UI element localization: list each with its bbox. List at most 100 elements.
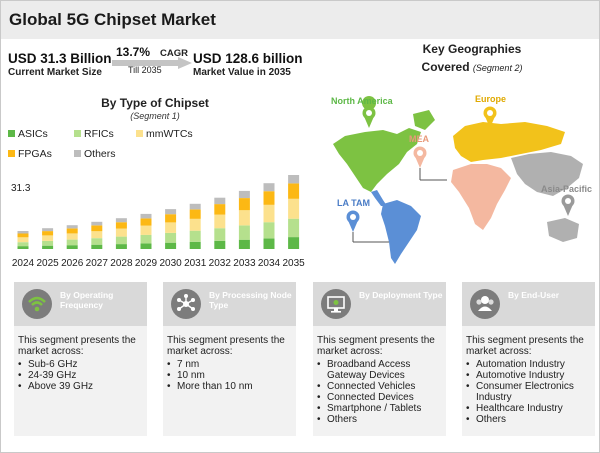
- bar-segment-rfics: [214, 228, 226, 241]
- card-list: Sub-6 GHz24-39 GHzAbove 39 GHz: [18, 359, 146, 392]
- card-header: By Deployment Type: [313, 282, 446, 326]
- bar-segment-asics: [288, 237, 300, 249]
- list-item: Above 39 GHz: [18, 381, 146, 392]
- card-header: By Operating Frequency: [14, 282, 147, 326]
- bar-segment-fpgas: [66, 228, 78, 234]
- card-title: By Deployment Type: [359, 290, 443, 300]
- legend-label: FPGAs: [18, 148, 52, 160]
- bar-segment-rfics: [165, 232, 177, 243]
- list-item: Consumer Electronics Industry: [466, 381, 594, 403]
- bar-segment-rfics: [91, 238, 103, 245]
- europe-label: Europe: [475, 94, 506, 104]
- card-title: By End-User: [508, 290, 560, 300]
- bar-segment-fpgas: [115, 222, 127, 229]
- chart-subtitle: (Segment 1): [130, 111, 180, 121]
- x-tick-label: 2033: [233, 258, 256, 269]
- bar-segment-rfics: [17, 242, 29, 247]
- geographies-title-line2: Covered: [421, 60, 470, 74]
- segment-card-end-user: By End-User This segment presents the ma…: [462, 282, 595, 436]
- stacked-bar-chart: 2024 2025 2026 2027 2028 2029 2030 2031 2032 2033…: [12, 175, 305, 269]
- legend-label: ASICs: [18, 128, 48, 140]
- world-map: North America Europe MEA LA TAM Asia-Pac…: [331, 94, 592, 264]
- bar-segment-rfics: [66, 239, 78, 246]
- bar-segment-asics: [214, 240, 226, 249]
- x-tick-label: 2026: [61, 258, 84, 269]
- bar-segment-rfics: [189, 230, 201, 242]
- bar-segment-fpgas: [238, 198, 250, 211]
- x-tick-label: 2031: [184, 258, 207, 269]
- cagr-period: Till 2035: [128, 65, 162, 75]
- card-header: By Processing Node Type: [163, 282, 296, 326]
- bar-segment-rfics: [115, 236, 127, 245]
- legend-label: Others: [84, 148, 116, 160]
- list-item: Healthcare Industry: [466, 403, 594, 414]
- bar-segment-others: [263, 183, 275, 192]
- card-header: By End-User: [462, 282, 595, 326]
- bar-segment-fpgas: [189, 209, 201, 219]
- x-tick-label: 2025: [36, 258, 59, 269]
- bar-segment-mmwtcs: [288, 198, 300, 219]
- current-market-size-label: Current Market Size: [8, 67, 102, 78]
- bar-segment-asics: [189, 241, 201, 249]
- legend-item: Others: [74, 148, 116, 160]
- legend-item: mmWTCs: [136, 128, 193, 140]
- bar-segment-mmwtcs: [214, 214, 226, 229]
- bar-segment-asics: [66, 245, 78, 249]
- list-item: 10 nm: [167, 370, 295, 381]
- x-tick-label: 2035: [282, 258, 305, 269]
- segment-card-frequency: By Operating Frequency This segment pres…: [14, 282, 147, 436]
- bar-segment-mmwtcs: [66, 233, 78, 240]
- bar-segment-others: [214, 197, 226, 205]
- bar-segment-others: [42, 228, 54, 232]
- legend-swatch: [136, 130, 143, 137]
- bar-segment-others: [66, 225, 78, 229]
- deployment-monitor-icon: [321, 289, 351, 319]
- cagr-arrow-icon: [112, 57, 192, 69]
- legend-swatch: [74, 130, 81, 137]
- bar-segment-mmwtcs: [189, 218, 201, 231]
- network-nodes-icon: [171, 289, 201, 319]
- list-item: Automotive Industry: [466, 370, 594, 381]
- bar-segment-rfics: [263, 222, 275, 239]
- card-list: Broadband Access Gateway DevicesConnecte…: [317, 359, 445, 425]
- asia-pacific-label: Asia-Pacific: [541, 184, 592, 194]
- card-intro: This segment presents the market across:: [18, 335, 136, 357]
- bar-segment-mmwtcs: [140, 225, 152, 235]
- legend-item: FPGAs: [8, 148, 52, 160]
- bar-segment-mmwtcs: [165, 222, 177, 233]
- latam-pin-icon: [346, 210, 389, 243]
- legend-swatch: [74, 150, 81, 157]
- bar-segment-asics: [263, 238, 275, 249]
- mea-region: [451, 164, 511, 230]
- bar-segment-fpgas: [288, 183, 300, 199]
- north-america-pin-icon: [362, 96, 377, 128]
- x-tick-label: 2029: [135, 258, 158, 269]
- list-item: Broadband Access Gateway Devices: [317, 359, 445, 381]
- card-title: By Processing Node Type: [209, 290, 292, 310]
- latam-region: [381, 200, 421, 264]
- bar-segment-others: [238, 190, 250, 198]
- x-tick-label: 2024: [12, 258, 35, 269]
- card-title: By Operating Frequency: [60, 290, 114, 310]
- future-market-value-label: Market Value in 2035: [193, 67, 291, 78]
- mea-label: MEA: [409, 134, 430, 144]
- bar-segment-asics: [115, 244, 127, 249]
- list-item: Others: [317, 414, 445, 425]
- asia-pacific-pin-icon: [561, 194, 575, 216]
- card-intro: This segment presents the market across:: [317, 335, 435, 357]
- greenland-shape: [413, 110, 435, 130]
- chart-title: By Type of Chipset: [101, 96, 209, 110]
- bar-segment-rfics: [140, 234, 152, 244]
- x-tick-label: 2028: [110, 258, 133, 269]
- legend-label: RFICs: [84, 128, 114, 140]
- bar-segment-asics: [17, 246, 29, 249]
- card-intro: This segment presents the market across:: [466, 335, 584, 357]
- bar-segment-rfics: [42, 240, 54, 246]
- australia-shape: [547, 218, 579, 242]
- bar-segment-others: [91, 221, 103, 226]
- europe-region: [453, 122, 565, 162]
- list-item: 7 nm: [167, 359, 295, 370]
- mea-pin-icon: [413, 146, 447, 181]
- cagr-label: CAGR: [160, 48, 188, 59]
- bar-segment-rfics: [288, 218, 300, 238]
